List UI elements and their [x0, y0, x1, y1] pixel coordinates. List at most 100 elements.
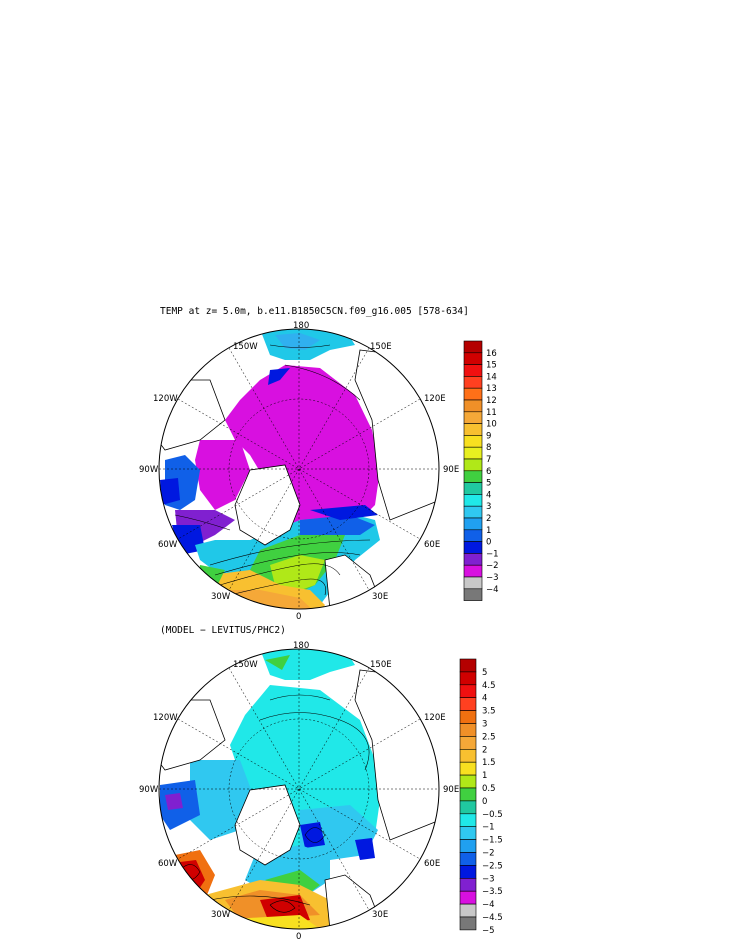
lon-label-90w: 90W	[139, 785, 159, 795]
lon-label-30e: 30E	[372, 910, 388, 920]
lon-label-30w: 30W	[211, 910, 231, 920]
bottom-colorbar-swatch	[459, 890, 477, 905]
bottom-map	[159, 649, 439, 929]
lon-label-0: 0	[296, 932, 301, 942]
bottom-colorbar-tick-label: 3.5	[482, 707, 496, 717]
lon-label-180: 180	[293, 321, 309, 331]
bottom-colorbar-swatch	[459, 852, 477, 866]
lon-label-150e: 150E	[370, 342, 392, 352]
bottom-colorbar-swatch	[459, 697, 477, 711]
bottom-colorbar-swatch	[459, 877, 477, 892]
lon-label-90e: 90E	[443, 465, 459, 475]
top-colorbar-tick-label: 3	[486, 502, 491, 512]
bottom-colorbar-swatch	[459, 723, 477, 737]
lon-label-180: 180	[293, 641, 309, 651]
top-colorbar-tick-label: 15	[486, 361, 497, 371]
top-graticule	[158, 328, 440, 610]
bottom-colorbar-swatch	[459, 787, 477, 802]
bottom-colorbar-tick-label: 4.5	[482, 681, 496, 691]
top-colorbar-swatch	[463, 340, 483, 354]
top-colorbar-swatch	[463, 482, 483, 495]
top-panel-title: TEMP at z= 5.0m, b.e11.B1850C5CN.f09_g16…	[160, 306, 469, 317]
bottom-graticule	[158, 648, 440, 930]
top-colorbar-tick-label: 4	[486, 490, 491, 500]
bottom-colorbar-swatch	[459, 736, 477, 750]
lon-label-150w: 150W	[233, 342, 258, 352]
lon-label-30w: 30W	[211, 592, 231, 602]
top-colorbar-swatch	[463, 435, 483, 448]
lon-label-150w: 150W	[233, 660, 258, 670]
top-colorbar-swatch	[463, 470, 483, 483]
top-colorbar-swatch	[463, 411, 483, 424]
lon-label-150e: 150E	[370, 660, 392, 670]
lon-label-60w: 60W	[158, 859, 178, 869]
bottom-colorbar-swatch	[459, 865, 477, 879]
lon-label-60e: 60E	[424, 859, 440, 869]
bottom-colorbar-tick-label: 4	[482, 694, 487, 704]
top-colorbar-swatch	[463, 399, 483, 413]
bottom-colorbar-tick-label: 5	[482, 668, 487, 678]
bottom-colorbar-swatch	[459, 826, 477, 840]
bottom-colorbar-swatch	[459, 774, 477, 789]
top-colorbar-tick-label: −3	[486, 573, 499, 583]
bottom-panel-title: (MODEL − LEVITUS/PHC2)	[160, 625, 286, 636]
bottom-colorbar-swatch	[459, 671, 477, 686]
bottom-panel: (MODEL − LEVITUS/PHC2)	[139, 625, 503, 942]
lon-label-30e: 30E	[372, 592, 388, 602]
bottom-colorbar-tick-label: −0.5	[482, 810, 503, 820]
top-map	[159, 329, 439, 609]
bottom-lon-labels: 180 150W 150E 120W 120E 90W 90E 60W 60E …	[139, 641, 459, 942]
bottom-colorbar-swatch	[459, 800, 477, 815]
lon-label-120e: 120E	[424, 394, 446, 404]
bottom-colorbar-tick-label: −4.5	[482, 913, 503, 923]
top-colorbar-tick-label: 14	[486, 372, 497, 382]
top-colorbar-tick-label: 1	[486, 526, 491, 536]
top-lon-labels: 180 150W 150E 120W 120E 90W 90E 60W 60E …	[139, 321, 459, 622]
top-colorbar-tick-label: −1	[486, 549, 499, 559]
top-colorbar-swatch	[463, 541, 483, 554]
top-colorbar-tick-label: 10	[486, 420, 497, 430]
bottom-colorbar-swatch	[459, 839, 477, 853]
bottom-colorbar-tick-label: 2.5	[482, 732, 496, 742]
top-colorbar-swatch	[463, 423, 483, 436]
bottom-colorbar-tick-label: 3	[482, 720, 487, 730]
top-colorbar-tick-label: −2	[486, 561, 499, 571]
top-colorbar-tick-label: 6	[486, 467, 491, 477]
bottom-colorbar-swatch	[459, 710, 477, 724]
top-colorbar-swatch	[463, 588, 483, 601]
top-colorbar-swatch	[463, 364, 483, 377]
top-colorbar-tick-label: 9	[486, 431, 491, 441]
top-colorbar-swatch	[463, 352, 483, 365]
lon-label-120w: 120W	[153, 713, 178, 723]
top-colorbar-swatch	[463, 564, 483, 578]
bottom-colorbar-tick-label: −3	[482, 874, 495, 884]
top-colorbar-swatch	[463, 387, 483, 401]
lon-label-60e: 60E	[424, 540, 440, 550]
lon-label-120e: 120E	[424, 713, 446, 723]
top-colorbar-swatch	[463, 576, 483, 590]
bottom-colorbar: 5 4.5 4 3.5 3 2.5 2 1.5 1 0.5 0 −0.5 −1 −1.5 −2 −2.5 −3 −…	[459, 658, 503, 936]
top-colorbar-tick-label: 11	[486, 408, 497, 418]
top-colorbar-tick-label: 16	[486, 349, 497, 359]
bottom-colorbar-tick-label: −1	[482, 823, 495, 833]
top-colorbar-swatch	[463, 517, 483, 531]
top-colorbar-swatch	[463, 529, 483, 542]
lon-label-0: 0	[296, 612, 301, 622]
bottom-colorbar-swatch	[459, 761, 477, 776]
bottom-colorbar-tick-label: −4	[482, 900, 495, 910]
top-colorbar-tick-label: 0	[486, 538, 491, 548]
bottom-colorbar-tick-label: 0	[482, 797, 487, 807]
bottom-colorbar-tick-label: −5	[482, 926, 495, 936]
bottom-colorbar-tick-label: 0.5	[482, 784, 496, 794]
bottom-colorbar-tick-label: 1.5	[482, 758, 496, 768]
lon-label-120w: 120W	[153, 394, 178, 404]
bottom-colorbar-tick-label: 2	[482, 745, 487, 755]
top-colorbar-tick-label: −4	[486, 585, 499, 595]
bottom-colorbar-swatch	[459, 916, 477, 931]
top-colorbar-swatch	[463, 446, 483, 460]
top-colorbar-tick-label: 13	[486, 384, 497, 394]
bottom-colorbar-swatch	[459, 748, 477, 763]
top-colorbar-tick-label: 5	[486, 479, 491, 489]
bottom-colorbar-tick-label: 1	[482, 771, 487, 781]
